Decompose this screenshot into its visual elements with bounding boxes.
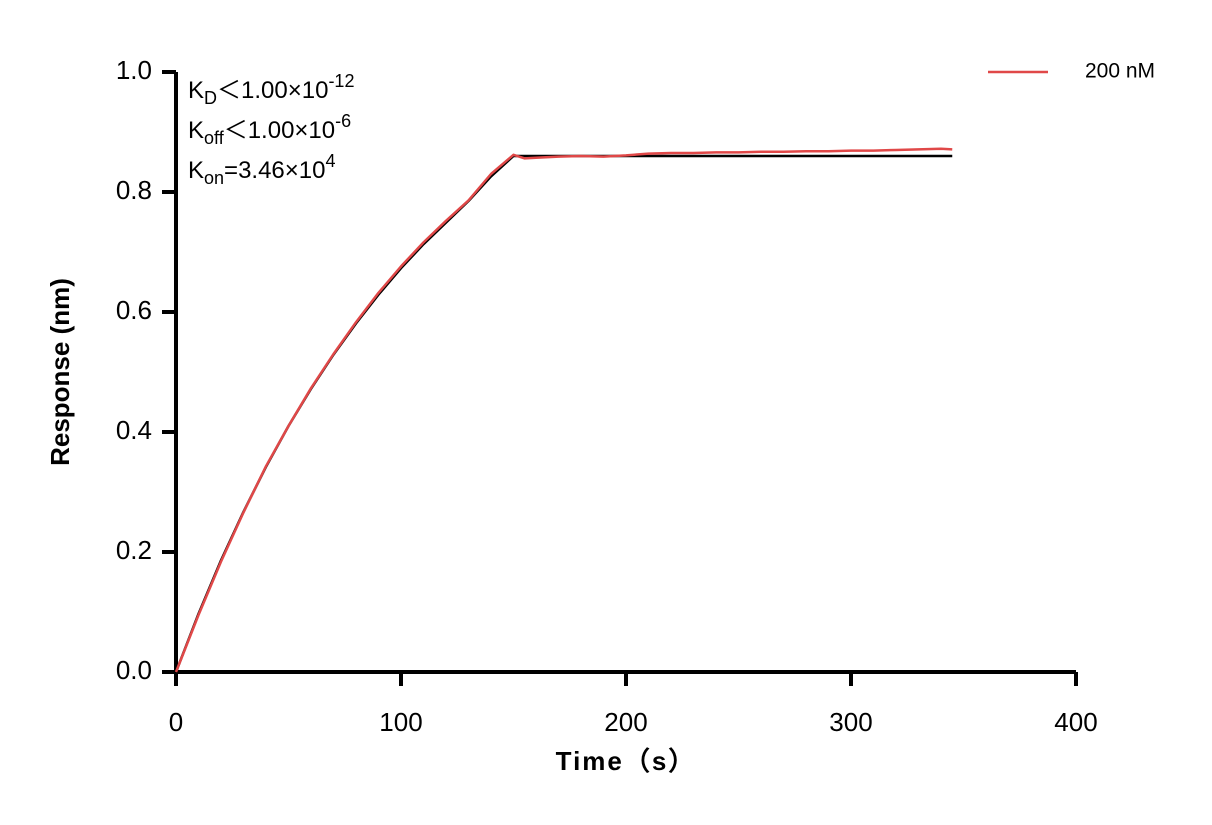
annotation-sub: off <box>204 128 225 148</box>
annotation-sup: -6 <box>335 111 351 131</box>
x-tick-label: 300 <box>829 707 872 737</box>
y-tick-label: 0.2 <box>116 535 152 565</box>
y-tick-label: 0.6 <box>116 295 152 325</box>
annotation: KD＜1.00×10-12 <box>188 71 354 108</box>
y-axis-title: Response (nm) <box>45 278 75 466</box>
annotation-sub: D <box>204 88 217 108</box>
annotation-base: K <box>188 117 204 144</box>
annotation-sup: -12 <box>328 71 354 91</box>
annotation-base: K <box>188 157 204 184</box>
x-tick-label: 100 <box>379 707 422 737</box>
annotation-sup: 4 <box>325 151 335 171</box>
annotation-sub: on <box>204 168 224 188</box>
x-tick-label: 200 <box>604 707 647 737</box>
annotation: Kon=3.46×104 <box>188 151 336 188</box>
x-tick-label: 400 <box>1054 707 1097 737</box>
annotation-text: ＜1.00×10 <box>217 77 328 104</box>
annotation-text: =3.46×10 <box>224 157 325 184</box>
fit-line <box>174 154 953 673</box>
x-tick-label: 0 <box>169 707 183 737</box>
annotation-text: ＜1.00×10 <box>224 117 335 144</box>
legend-label: 200 nM <box>1085 60 1155 83</box>
annotation: Koff＜1.00×10-6 <box>188 111 351 148</box>
y-tick-label: 0.4 <box>116 415 152 445</box>
y-tick-label: 0.8 <box>116 175 152 205</box>
data-line <box>174 147 953 673</box>
y-tick-label: 1.0 <box>116 55 152 85</box>
annotation-base: K <box>188 77 204 104</box>
y-tick-label: 0.0 <box>116 655 152 685</box>
x-axis-title: Time（s） <box>556 746 697 776</box>
